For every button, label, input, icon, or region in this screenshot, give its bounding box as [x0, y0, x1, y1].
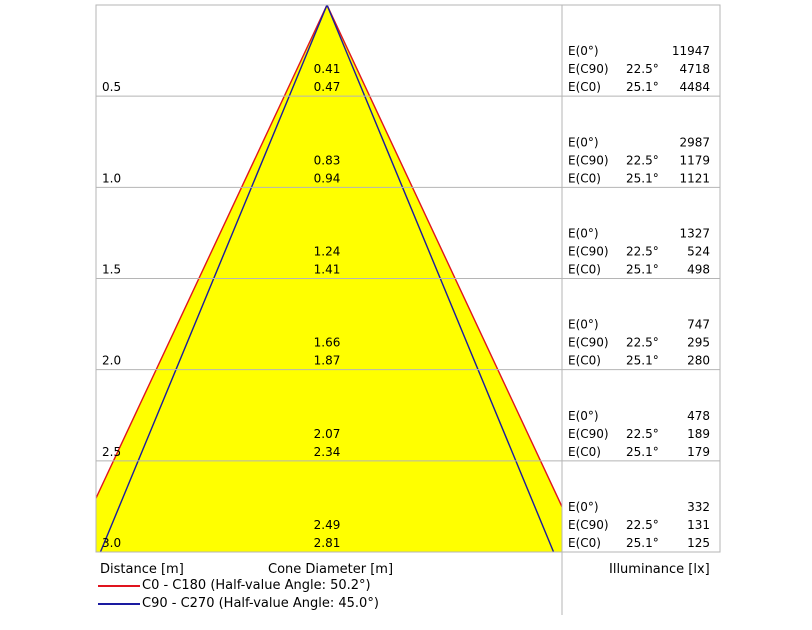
legend-c90-c270: C90 - C270 (Half-value Angle: 45.0°): [98, 596, 379, 611]
illuminance-e0-label: E(0°): [568, 318, 599, 332]
illuminance-c90-value: 295: [687, 336, 710, 350]
distance-label: 0.5: [102, 80, 121, 94]
diameter-c90-label: 1.24: [314, 245, 341, 259]
diameter-c0-label: 1.41: [314, 263, 341, 277]
illuminance-c90-value: 524: [687, 245, 710, 259]
x-axis-label: Distance [m]: [100, 562, 184, 577]
diameter-c90-label: 2.49: [314, 518, 341, 532]
diameter-c0-label: 0.47: [314, 80, 341, 94]
illuminance-c90-angle: 22.5°: [626, 336, 659, 350]
illuminance-e0-value: 11947: [672, 44, 710, 58]
diameter-c0-label: 2.34: [314, 445, 341, 459]
illuminance-c0-angle: 25.1°: [626, 354, 659, 368]
illuminance-e0-label: E(0°): [568, 500, 599, 514]
illuminance-c0-angle: 25.1°: [626, 80, 659, 94]
illuminance-c0-label: E(C0): [568, 445, 601, 459]
diameter-c0-label: 2.81: [314, 536, 341, 550]
diameter-c90-label: 0.83: [314, 153, 341, 167]
illuminance-e0-value: 2987: [679, 135, 710, 149]
illuminance-c0-angle: 25.1°: [626, 536, 659, 550]
illuminance-c0-label: E(C0): [568, 171, 601, 185]
illuminance-c0-value: 179: [687, 445, 710, 459]
illuminance-c0-label: E(C0): [568, 80, 601, 94]
illuminance-e0-label: E(0°): [568, 135, 599, 149]
legend-swatch-c90: [98, 602, 140, 605]
illuminance-c90-label: E(C90): [568, 62, 609, 76]
legend-c0-c180: C0 - C180 (Half-value Angle: 50.2°): [98, 578, 371, 593]
illuminance-c90-label: E(C90): [568, 245, 609, 259]
illuminance-e0-label: E(0°): [568, 44, 599, 58]
grid-layer: [95, 4, 721, 615]
illuminance-c0-angle: 25.1°: [626, 171, 659, 185]
illuminance-c90-angle: 22.5°: [626, 518, 659, 532]
illuminance-c90-value: 1179: [679, 153, 710, 167]
illuminance-e0-label: E(0°): [568, 409, 599, 423]
diameter-c0-label: 0.94: [314, 171, 341, 185]
illuminance-c0-value: 498: [687, 263, 710, 277]
illuminance-c90-angle: 22.5°: [626, 62, 659, 76]
illuminance-label: Illuminance [lx]: [609, 562, 710, 577]
distance-label: 1.5: [102, 263, 121, 277]
illuminance-e0-label: E(0°): [568, 227, 599, 241]
illuminance-c0-value: 4484: [679, 80, 710, 94]
distance-label: 2.0: [102, 354, 121, 368]
diameter-c0-label: 1.87: [314, 354, 341, 368]
illuminance-c90-angle: 22.5°: [626, 153, 659, 167]
illuminance-c90-label: E(C90): [568, 518, 609, 532]
illuminance-c0-label: E(C0): [568, 354, 601, 368]
illuminance-c0-angle: 25.1°: [626, 445, 659, 459]
illuminance-c90-label: E(C90): [568, 427, 609, 441]
illuminance-c90-value: 4718: [679, 62, 710, 76]
illuminance-c0-value: 125: [687, 536, 710, 550]
distance-label: 1.0: [102, 171, 121, 185]
label-layer: 0.5 0.41 0.47 E(0°) 11947 E(C90) 22.5° 4718 E(C0…: [102, 44, 710, 550]
illuminance-e0-value: 1327: [679, 227, 710, 241]
illuminance-c0-label: E(C0): [568, 263, 601, 277]
legend-label-c0: C0 - C180 (Half-value Angle: 50.2°): [142, 578, 371, 593]
illuminance-c90-label: E(C90): [568, 336, 609, 350]
illuminance-c0-value: 280: [687, 354, 710, 368]
illuminance-c90-label: E(C90): [568, 153, 609, 167]
diameter-c90-label: 2.07: [314, 427, 341, 441]
illuminance-c90-value: 189: [687, 427, 710, 441]
illuminance-e0-value: 747: [687, 318, 710, 332]
legend-label-c90: C90 - C270 (Half-value Angle: 45.0°): [142, 596, 379, 611]
diameter-c90-label: 0.41: [314, 62, 341, 76]
illuminance-c0-angle: 25.1°: [626, 263, 659, 277]
illuminance-c90-angle: 22.5°: [626, 427, 659, 441]
cone-diameter-label: Cone Diameter [m]: [268, 562, 394, 577]
illuminance-c90-angle: 22.5°: [626, 245, 659, 259]
illuminance-c90-value: 131: [687, 518, 710, 532]
illuminance-e0-value: 332: [687, 500, 710, 514]
illuminance-e0-value: 478: [687, 409, 710, 423]
legend-swatch-c0: [98, 584, 140, 587]
distance-label: 3.0: [102, 536, 121, 550]
illuminance-c0-label: E(C0): [568, 536, 601, 550]
diameter-c90-label: 1.66: [314, 336, 341, 350]
distance-label: 2.5: [102, 445, 121, 459]
illuminance-c0-value: 1121: [679, 171, 710, 185]
